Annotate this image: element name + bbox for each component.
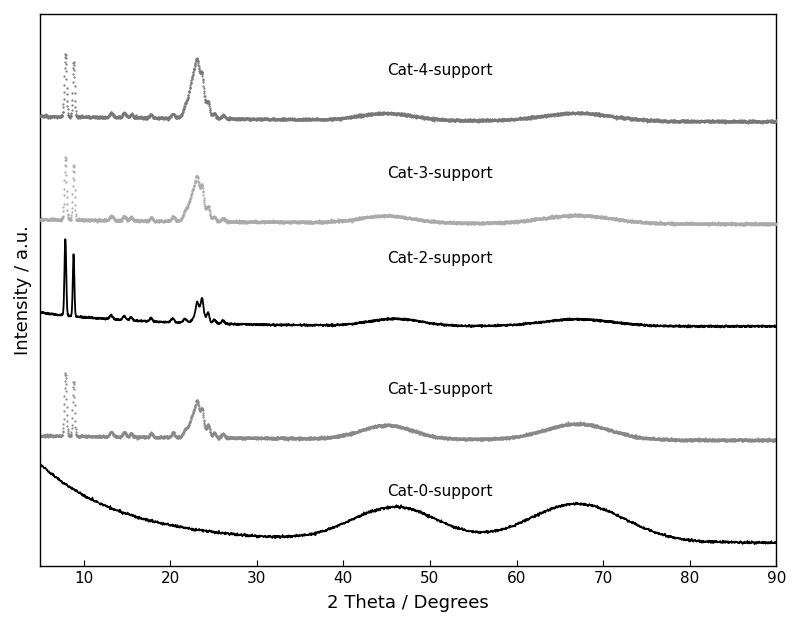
X-axis label: 2 Theta / Degrees: 2 Theta / Degrees [327, 594, 489, 612]
Text: Cat-0-support: Cat-0-support [386, 485, 492, 500]
Text: Cat-1-support: Cat-1-support [386, 382, 492, 397]
Y-axis label: Intensity / a.u.: Intensity / a.u. [14, 225, 32, 355]
Text: Cat-2-support: Cat-2-support [386, 251, 492, 266]
Text: Cat-3-support: Cat-3-support [386, 166, 492, 181]
Text: Cat-4-support: Cat-4-support [386, 63, 492, 78]
